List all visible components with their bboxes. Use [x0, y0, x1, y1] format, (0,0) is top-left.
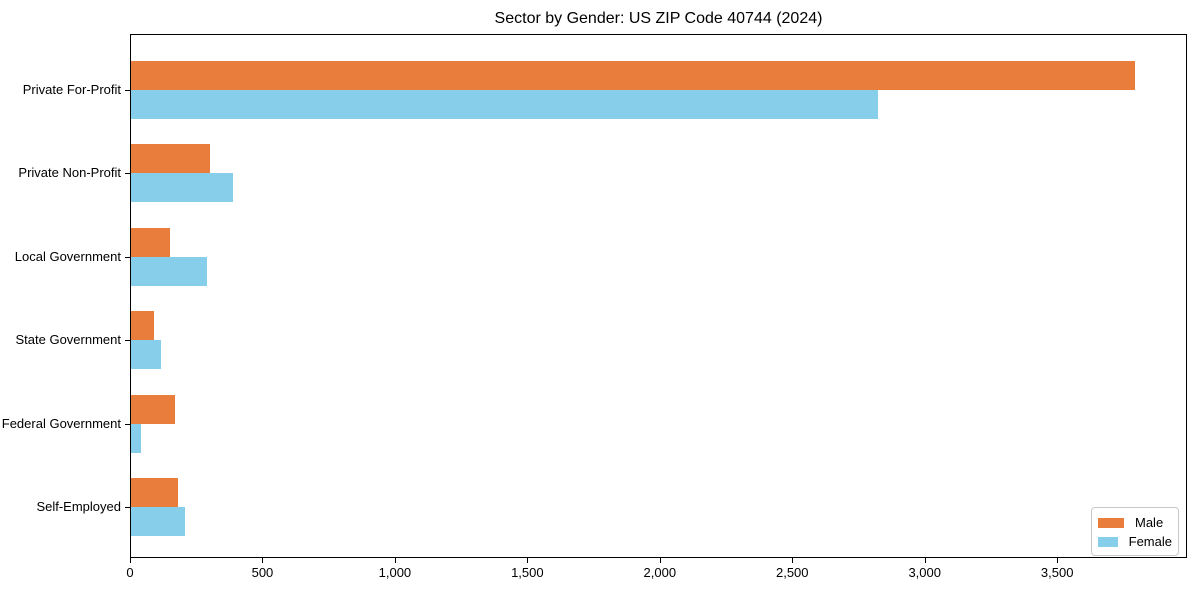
x-tick	[1057, 558, 1059, 563]
bar-male-5	[131, 478, 178, 507]
x-tick-label: 3,000	[908, 565, 941, 580]
legend-item-male: Male	[1098, 515, 1172, 530]
x-tick	[659, 558, 661, 563]
bar-female-1	[131, 173, 233, 202]
y-tick-label: Private For-Profit	[22, 81, 121, 97]
y-tick	[125, 423, 130, 425]
bar-female-3	[131, 340, 161, 369]
x-tick-label: 1,000	[378, 565, 412, 580]
legend-swatch-female-icon	[1098, 536, 1118, 547]
chart-title: Sector by Gender: US ZIP Code 40744 (202…	[494, 10, 823, 27]
x-tick	[924, 558, 926, 563]
bar-female-4	[131, 423, 141, 453]
bar-male-1	[131, 144, 210, 173]
legend-swatch-male-icon	[1098, 517, 1124, 528]
x-tick-label: 2,000	[643, 565, 677, 580]
bar-male-4	[131, 394, 175, 424]
y-tick-label: Local Government	[14, 248, 121, 264]
x-tick-label: 1,500	[511, 565, 544, 580]
bar-female-2	[131, 256, 207, 286]
y-tick	[125, 89, 130, 91]
y-tick	[125, 507, 130, 508]
x-tick	[792, 558, 794, 563]
legend-item-female: Female	[1098, 534, 1172, 549]
x-tick	[394, 558, 396, 563]
x-tick	[262, 558, 264, 563]
bar-female-5	[131, 507, 185, 536]
bar-male-0	[131, 60, 1135, 90]
y-tick	[125, 340, 130, 341]
x-tick-label: 0	[126, 565, 134, 580]
legend-label-male: Male	[1135, 515, 1164, 530]
bar-male-3	[131, 311, 154, 340]
x-tick-label: 500	[251, 565, 274, 580]
x-tick	[130, 558, 131, 563]
y-tick	[125, 256, 130, 258]
y-tick-label: Self-Employed	[36, 499, 121, 514]
x-tick-label: 2,500	[775, 565, 809, 580]
bar-male-2	[131, 227, 170, 257]
legend: Male Female	[1091, 507, 1179, 556]
legend-label-female: Female	[1128, 534, 1172, 549]
y-tick	[125, 173, 130, 174]
bar-female-0	[131, 89, 878, 119]
plot-area	[130, 34, 1187, 558]
y-tick-label: State Government	[15, 332, 122, 347]
x-tick	[527, 558, 529, 563]
x-tick-label: 3,500	[1040, 565, 1074, 580]
y-tick-label: Private Non-Profit	[18, 165, 121, 180]
y-tick-label: Federal Government	[1, 415, 121, 431]
